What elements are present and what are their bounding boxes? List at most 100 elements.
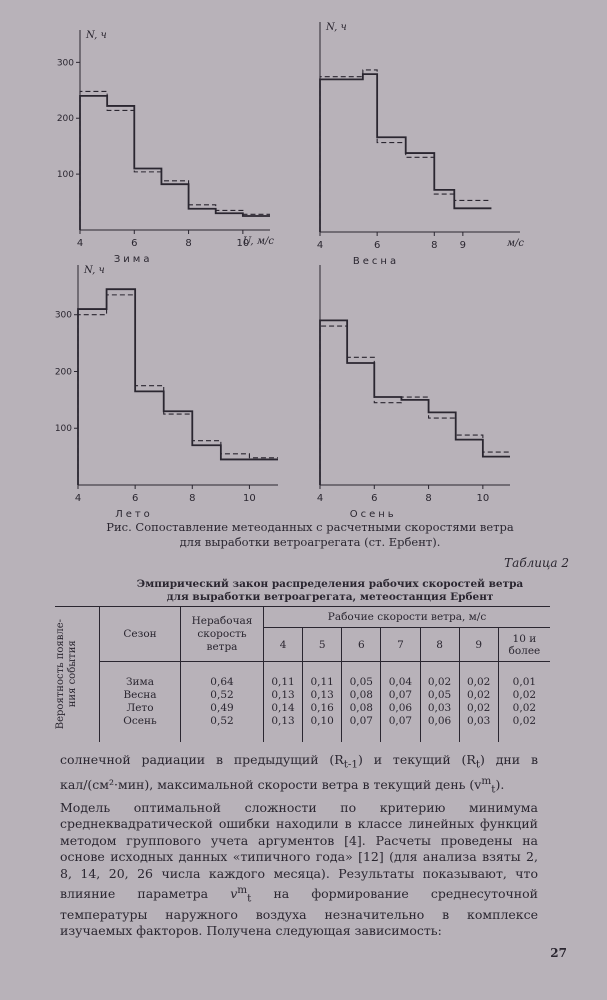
- speed-header-7: 7: [380, 627, 420, 662]
- x-tick-label: 10: [476, 493, 489, 504]
- x-tick-label: 4: [77, 238, 83, 249]
- table-title-line-1: Эмпирический закон распределения рабочих…: [136, 578, 524, 590]
- text-fragment: ) и текущий (R: [358, 752, 476, 767]
- speed-header-10-line-1: 10 и: [512, 632, 537, 645]
- nonwork-header-line-1: Нерабочая: [191, 614, 253, 627]
- chart-winter: 4 6 8 10 100 200 300 N, ч U, м/с Зима: [57, 30, 275, 265]
- table-cell: 0,02: [512, 714, 537, 727]
- nonwork-header: Нерабочая скорость ветра: [180, 606, 264, 662]
- y-tick-label: 200: [57, 114, 74, 124]
- series-observed-line: [319, 319, 510, 485]
- season-summer: Лето: [126, 701, 154, 714]
- table-cell: 0,07: [349, 714, 373, 727]
- series-observed-line: [79, 94, 270, 230]
- x-tick-label: 10: [243, 493, 256, 504]
- table-cell: 0,03: [427, 701, 452, 714]
- paragraph-1: солнечной радиации в предыдущий (Rt-1) и…: [60, 752, 538, 798]
- x-tick-label: 4: [317, 493, 323, 504]
- speed-header-10-line-2: более: [508, 644, 541, 657]
- chart-summer: 4 6 8 10 100 200 300 N, ч Лето: [55, 265, 278, 520]
- series-calculated-line: [319, 325, 510, 485]
- table-cell: 0,06: [388, 701, 413, 714]
- subscript: t: [475, 758, 481, 771]
- table-cell: 0,02: [427, 675, 452, 688]
- y-tick-label: 100: [55, 424, 72, 434]
- text-fragment: ) дни: [480, 752, 521, 767]
- x-tick-label: 8: [189, 493, 195, 504]
- nonwork-header-line-3: ветра: [206, 640, 238, 653]
- table-cell: 0,02: [466, 688, 491, 701]
- series-calculated-line: [319, 69, 492, 232]
- series-observed-line: [319, 73, 492, 232]
- text-fragment: в кал/(см²·мин), максимальной скорости в…: [60, 752, 538, 793]
- body-text: солнечной радиации в предыдущий (Rt-1) и…: [60, 752, 538, 940]
- superscript: m: [481, 774, 492, 787]
- speed-header-4: 4: [262, 627, 303, 662]
- speed-10-column: 0,01 0,02 0,02 0,02: [497, 661, 550, 742]
- figure-caption: Рис. Сопоставление метеоданных с расчетн…: [60, 520, 560, 550]
- chart-title: Зима: [114, 254, 153, 265]
- chart-title: Весна: [353, 256, 399, 267]
- chart-spring: 4 6 8 9 N, ч м/с Весна: [317, 22, 525, 267]
- speed-header-9: 9: [458, 627, 499, 662]
- page-number: 27: [550, 946, 567, 960]
- text-fragment: Модель оптимальной сложности по критерию…: [60, 799, 538, 902]
- table-cell: 0,03: [466, 714, 491, 727]
- nonwork-header-line-2: скорость: [197, 627, 247, 640]
- subscript: t: [491, 783, 496, 796]
- caption-line-2: для выработки ветроагрегата (ст. Ербент)…: [179, 535, 441, 549]
- data-table: Вероятность появле- ния события Сезон Не…: [55, 606, 550, 742]
- series-calculated-line: [77, 294, 278, 485]
- x-axis-label: U, м/с: [243, 236, 275, 247]
- table-cell: 0,52: [210, 714, 234, 727]
- speed-5-column: 0,11 0,13 0,16 0,10: [302, 661, 342, 742]
- text-fragment: на формирование среднесуточной температу…: [60, 886, 538, 939]
- text-fragment: ).: [495, 777, 505, 793]
- nonwork-column: 0,64 0,52 0,49 0,52: [180, 661, 264, 742]
- table-cell: 0,64: [210, 675, 234, 688]
- work-speeds-header: Рабочие скорости ветра, м/с: [263, 606, 550, 628]
- y-axis-label: N, ч: [85, 30, 107, 41]
- x-tick-label: 8: [185, 238, 191, 249]
- speed-6-column: 0,05 0,08 0,08 0,07: [341, 661, 381, 742]
- side-header-line-2: ния события: [67, 640, 78, 708]
- subscript: t-1: [343, 758, 359, 771]
- table-cell: 0,11: [271, 675, 295, 688]
- speed-9-column: 0,02 0,02 0,02 0,03: [458, 661, 499, 742]
- table-cell: 0,14: [271, 701, 295, 714]
- table-cell: 0,08: [349, 701, 373, 714]
- season-spring: Весна: [123, 688, 157, 701]
- speed-8-column: 0,02 0,05 0,03 0,06: [419, 661, 460, 742]
- table-title: Эмпирический закон распределения рабочих…: [60, 578, 600, 604]
- table-cell: 0,06: [427, 714, 452, 727]
- table-cell: 0,07: [388, 714, 413, 727]
- table-cell: 0,02: [512, 688, 537, 701]
- x-tick-label: 9: [460, 240, 466, 251]
- y-tick-label: 300: [57, 58, 74, 68]
- table-label: Таблица 2: [504, 556, 569, 570]
- x-axis-label: м/с: [507, 238, 525, 249]
- chart-autumn: 4 6 8 10 Осень: [317, 265, 510, 520]
- superscript: m: [237, 884, 248, 896]
- table-cell: 0,01: [512, 675, 537, 688]
- table-cell: 0,11: [310, 675, 334, 688]
- speed-header-6: 6: [341, 627, 381, 662]
- series-calculated-line: [79, 90, 270, 230]
- table-cell: 0,52: [210, 688, 234, 701]
- season-header: Сезон: [99, 606, 181, 662]
- table-cell: 0,02: [512, 701, 537, 714]
- y-axis-label: N, ч: [83, 265, 105, 276]
- table-cell: 0,02: [466, 701, 491, 714]
- y-tick-label: 300: [55, 311, 72, 321]
- table-cell: 0,08: [349, 688, 373, 701]
- table-cell: 0,49: [210, 701, 234, 714]
- table-cell: 0,10: [310, 714, 334, 727]
- table-cell: 0,07: [388, 688, 413, 701]
- chart-title: Лето: [115, 509, 153, 520]
- side-header: Вероятность появле- ния события: [55, 607, 100, 742]
- speed-7-column: 0,04 0,07 0,06 0,07: [380, 661, 420, 742]
- x-tick-label: 6: [132, 493, 138, 504]
- table-cell: 0,13: [271, 714, 295, 727]
- x-tick-label: 10: [236, 238, 249, 249]
